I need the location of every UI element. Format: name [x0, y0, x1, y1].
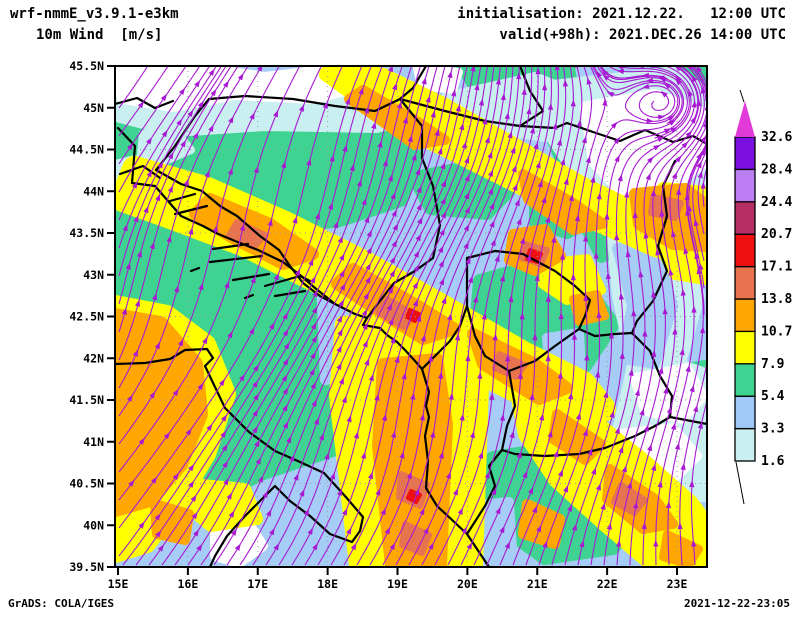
- streamline-arrowheads: [121, 66, 707, 552]
- lat-tick-label: 45N: [83, 101, 104, 115]
- lat-tick-label: 44N: [83, 184, 104, 198]
- lat-tick-label: 40N: [83, 518, 104, 532]
- lat-tick-label: 40.5N: [69, 477, 104, 491]
- lon-tick-label: 17E: [247, 577, 268, 591]
- colorbar-level-label: 24.4: [761, 195, 792, 210]
- colorbar-level-label: 32.6: [761, 130, 792, 145]
- colorbar-level-label: 1.6: [761, 454, 785, 469]
- lon-tick-label: 15E: [108, 577, 129, 591]
- wind-streamlines: [118, 66, 707, 566]
- colorbar-level-label: 28.4: [761, 162, 792, 177]
- lon-tick-label: 16E: [177, 577, 198, 591]
- lat-tick-label: 41.5N: [69, 393, 104, 407]
- colorbar-level-label: 10.7: [761, 324, 792, 339]
- colorbar-overflow-tip: [735, 101, 755, 137]
- colorbar-level-label: 13.8: [761, 292, 792, 307]
- grads-credit: GrADS: COLA/IGES: [8, 597, 114, 610]
- field-title: 10m Wind [m/s]: [36, 27, 163, 43]
- init-time-label: initialisation: 2021.12.22. 12:00 UTC: [457, 6, 786, 22]
- creation-timestamp: 2021-12-22-23:05: [684, 597, 790, 610]
- colorbar-level-label: 5.4: [761, 389, 785, 404]
- colorbar-level-label: 17.1: [761, 260, 792, 275]
- lat-tick-label: 43N: [83, 268, 104, 282]
- axis-labels: 45.5N 45N 44.5N 44N 43.5N 43N 42.5N 42N 41.5N 41N…: [69, 59, 687, 591]
- lat-tick-label: 42.5N: [69, 310, 104, 324]
- wind-speed-colorbar: 1.6 3.3 5.4 7.9 10.7 13.8 17.1 20.7 24.4 28.4 32.6: [734, 89, 792, 505]
- lon-tick-label: 18E: [317, 577, 338, 591]
- lat-tick-label: 41N: [83, 435, 104, 449]
- lat-tick-label: 39.5N: [69, 560, 104, 574]
- lat-tick-label: 44.5N: [69, 143, 104, 157]
- axis-ticks: [107, 65, 678, 575]
- colorbar-level-label: 3.3: [761, 422, 784, 437]
- colorbar-level-label: 7.9: [761, 357, 784, 372]
- lon-tick-label: 20E: [457, 577, 478, 591]
- lat-tick-label: 45.5N: [69, 59, 104, 73]
- lat-tick-label: 42N: [83, 351, 104, 365]
- lon-tick-label: 19E: [387, 577, 408, 591]
- lat-tick-label: 43.5N: [69, 226, 104, 240]
- lon-tick-label: 23E: [667, 577, 688, 591]
- lon-tick-label: 21E: [527, 577, 548, 591]
- map-field: [115, 66, 707, 567]
- lon-tick-label: 22E: [597, 577, 618, 591]
- colorbar-level-label: 20.7: [761, 227, 792, 242]
- valid-time-label: valid(+98h): 2021.DEC.26 14:00 UTC: [499, 27, 786, 43]
- model-title: wrf-nmmE_v3.9.1-e3km: [10, 6, 179, 22]
